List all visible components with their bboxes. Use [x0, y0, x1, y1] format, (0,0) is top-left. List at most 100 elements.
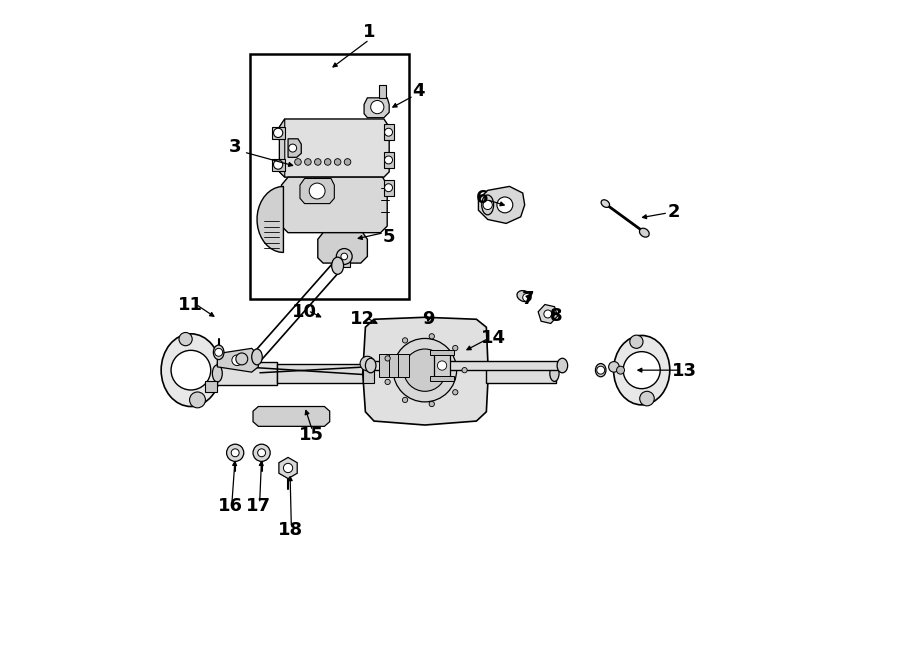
Circle shape — [630, 335, 643, 348]
Circle shape — [190, 392, 205, 408]
Circle shape — [227, 444, 244, 461]
Ellipse shape — [213, 345, 224, 360]
Polygon shape — [205, 381, 217, 392]
Polygon shape — [280, 119, 284, 177]
Circle shape — [371, 100, 384, 114]
Polygon shape — [288, 139, 302, 157]
Circle shape — [385, 356, 391, 361]
Circle shape — [640, 391, 654, 406]
Circle shape — [384, 156, 392, 164]
Polygon shape — [384, 152, 394, 168]
Bar — [486, 364, 556, 383]
Polygon shape — [384, 124, 394, 140]
Polygon shape — [384, 180, 394, 196]
Text: 14: 14 — [481, 329, 506, 348]
Circle shape — [274, 128, 283, 137]
Circle shape — [215, 348, 222, 356]
Circle shape — [497, 197, 513, 213]
Polygon shape — [272, 159, 284, 171]
Circle shape — [314, 159, 321, 165]
Circle shape — [232, 355, 242, 366]
Circle shape — [289, 144, 297, 152]
Text: 10: 10 — [292, 303, 317, 321]
Circle shape — [597, 366, 605, 374]
Circle shape — [404, 349, 446, 391]
Circle shape — [344, 159, 351, 165]
Circle shape — [334, 159, 341, 165]
Circle shape — [384, 128, 392, 136]
Circle shape — [385, 379, 391, 385]
Polygon shape — [282, 177, 387, 233]
Ellipse shape — [517, 291, 531, 301]
Text: 11: 11 — [178, 296, 203, 315]
Circle shape — [341, 253, 347, 260]
Bar — [379, 85, 386, 98]
Polygon shape — [253, 407, 329, 426]
Circle shape — [437, 361, 446, 370]
Polygon shape — [389, 354, 399, 377]
Circle shape — [453, 346, 458, 351]
Ellipse shape — [212, 365, 222, 382]
Text: 2: 2 — [667, 202, 680, 221]
Bar — [430, 376, 454, 381]
Text: 16: 16 — [218, 496, 243, 515]
Circle shape — [384, 184, 392, 192]
Circle shape — [171, 350, 211, 390]
Text: 9: 9 — [423, 309, 435, 328]
Ellipse shape — [482, 195, 493, 215]
Bar — [217, 362, 277, 385]
Text: 15: 15 — [299, 426, 324, 444]
Circle shape — [462, 368, 467, 373]
Polygon shape — [363, 317, 489, 425]
Text: 18: 18 — [277, 521, 302, 539]
Circle shape — [304, 159, 311, 165]
Ellipse shape — [365, 358, 376, 373]
Ellipse shape — [614, 335, 670, 405]
Polygon shape — [217, 348, 258, 372]
Circle shape — [429, 401, 435, 407]
Ellipse shape — [557, 358, 568, 373]
Text: 4: 4 — [412, 82, 425, 100]
Ellipse shape — [161, 334, 220, 407]
Circle shape — [402, 397, 408, 403]
Circle shape — [402, 338, 408, 343]
Circle shape — [231, 449, 239, 457]
Text: 13: 13 — [672, 362, 698, 381]
Circle shape — [257, 449, 266, 457]
Circle shape — [294, 159, 302, 165]
Polygon shape — [272, 127, 284, 139]
Bar — [277, 364, 374, 383]
Circle shape — [179, 332, 193, 346]
Polygon shape — [300, 178, 334, 204]
Circle shape — [253, 444, 270, 461]
Ellipse shape — [550, 366, 559, 381]
Ellipse shape — [332, 257, 344, 274]
Polygon shape — [363, 364, 374, 383]
Circle shape — [337, 249, 352, 264]
Circle shape — [284, 463, 292, 473]
Bar — [430, 350, 454, 355]
Text: 6: 6 — [475, 189, 488, 208]
Bar — [371, 361, 562, 370]
Circle shape — [310, 183, 325, 199]
Ellipse shape — [596, 364, 606, 377]
Text: 1: 1 — [363, 22, 375, 41]
Circle shape — [523, 293, 531, 301]
Circle shape — [393, 338, 456, 402]
Circle shape — [453, 389, 458, 395]
Polygon shape — [399, 354, 409, 377]
Circle shape — [324, 159, 331, 165]
Text: 5: 5 — [382, 227, 395, 246]
Circle shape — [616, 366, 625, 374]
Polygon shape — [257, 186, 284, 253]
Ellipse shape — [252, 349, 262, 365]
Circle shape — [236, 353, 248, 365]
Circle shape — [429, 334, 435, 339]
Text: 3: 3 — [229, 137, 241, 156]
Circle shape — [608, 362, 619, 372]
Bar — [339, 256, 349, 267]
Ellipse shape — [640, 228, 649, 237]
Polygon shape — [379, 354, 389, 377]
Text: 17: 17 — [246, 496, 271, 515]
Circle shape — [544, 310, 552, 318]
